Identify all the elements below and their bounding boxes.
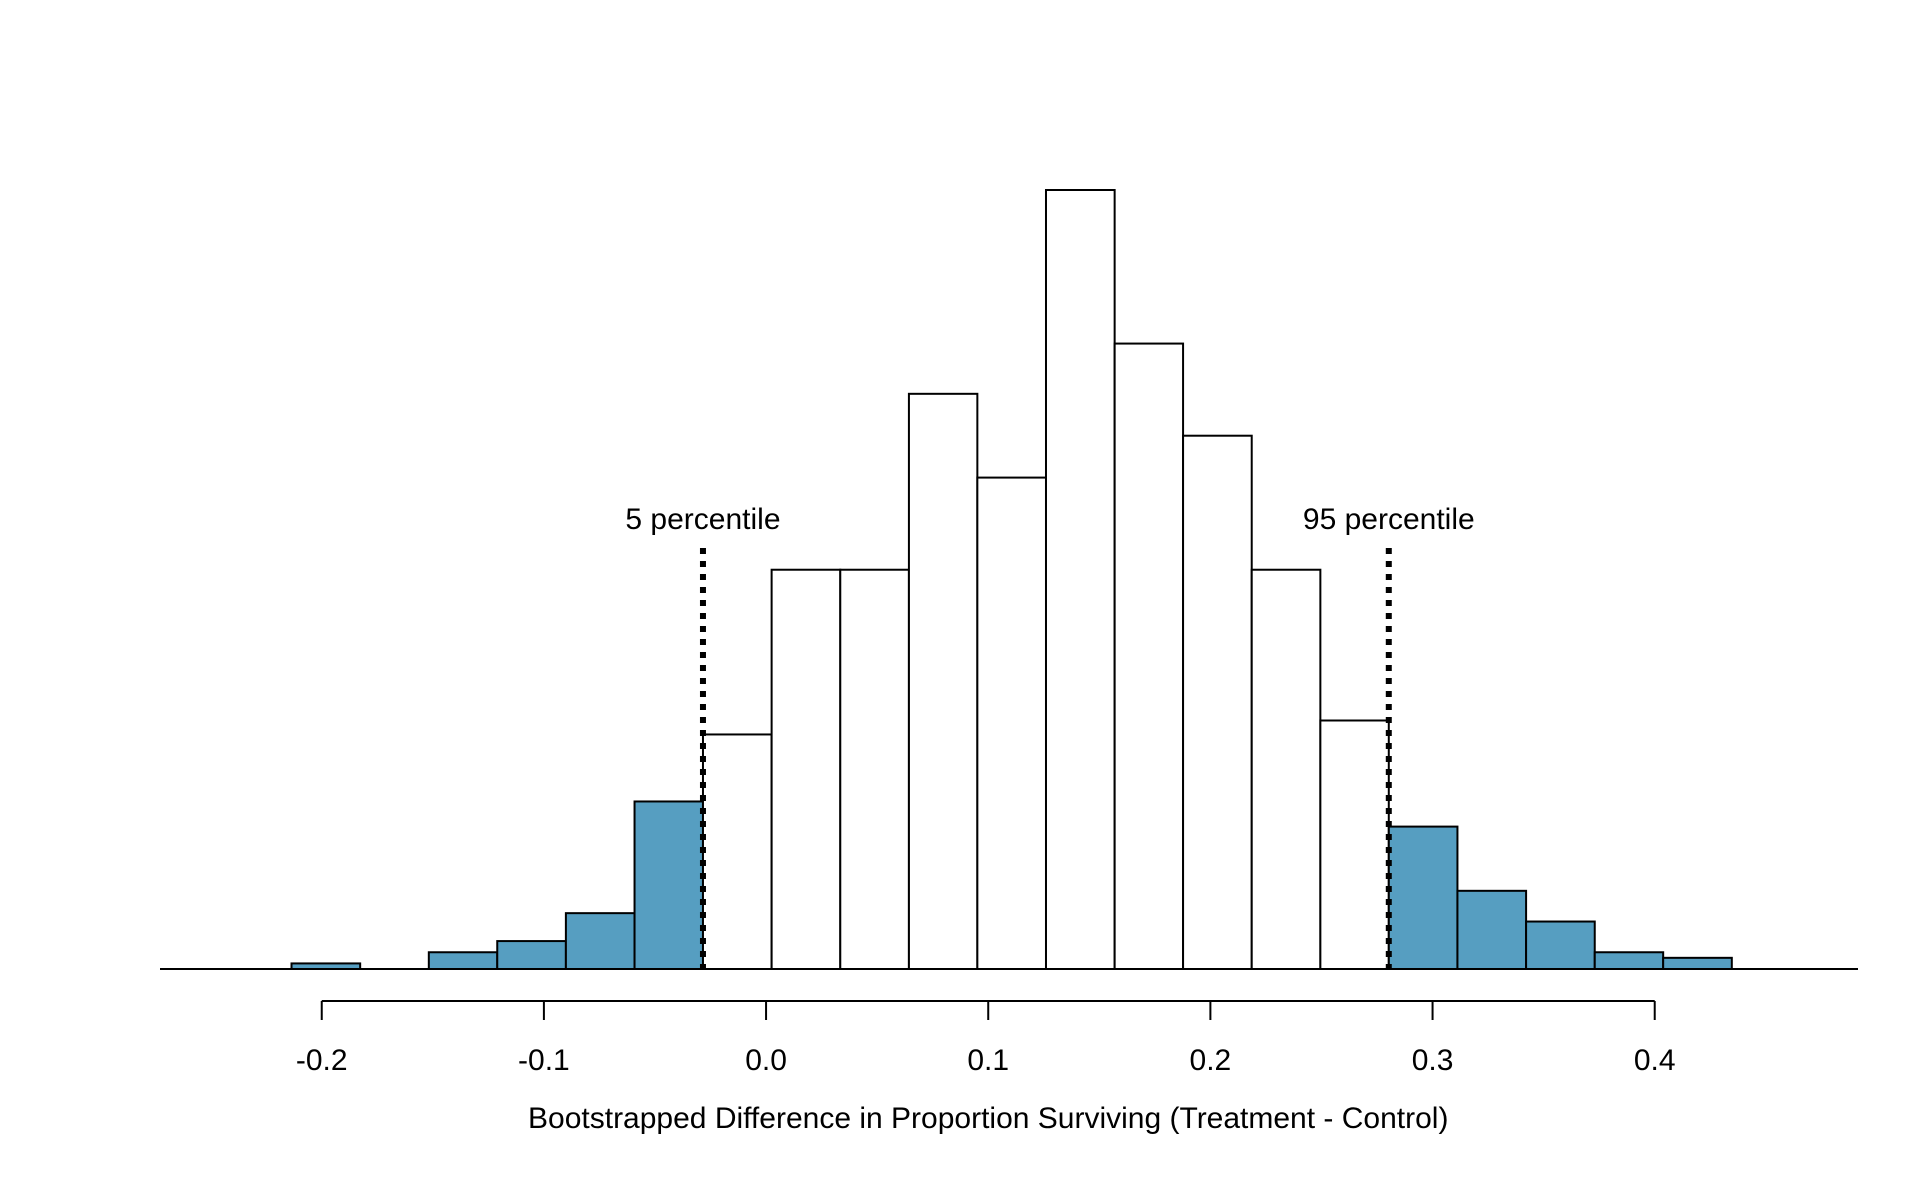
histogram-bar: [564, 912, 636, 970]
x-tick-label: 0.2: [1190, 1044, 1232, 1077]
histogram-bar: [1456, 889, 1528, 971]
x-tick-label: -0.1: [518, 1044, 570, 1077]
x-tick-label: 0.4: [1634, 1044, 1676, 1077]
histogram-bar: [633, 800, 704, 970]
x-tick-label: 0.3: [1412, 1044, 1454, 1077]
x-tick-label: 0.1: [967, 1044, 1009, 1077]
histogram-bar: [907, 392, 979, 970]
histogram-bar: [770, 568, 842, 970]
histogram-bar: [1182, 434, 1253, 970]
histogram-bar: [1662, 956, 1733, 971]
histogram-bar: [1250, 568, 1322, 970]
histogram-bar: [976, 476, 1047, 970]
histogram-bar: [701, 733, 773, 971]
histogram-bar: [1113, 342, 1185, 970]
histogram-bar: [496, 940, 567, 971]
percentile-markers: 5 percentile 95 percentile: [625, 503, 1475, 972]
histogram-bar: [1387, 825, 1459, 970]
histogram-bar: [1319, 719, 1390, 970]
histogram-bar: [1593, 951, 1665, 970]
histogram-bar: [1525, 920, 1596, 971]
percentile-5-label: 5 percentile: [625, 503, 780, 536]
histogram-bars: [290, 189, 1733, 971]
x-tick-label: 0.0: [745, 1044, 787, 1077]
histogram-bar: [427, 951, 499, 970]
percentile-95-label: 95 percentile: [1303, 503, 1475, 536]
histogram-bar: [1044, 189, 1116, 970]
x-ticks: -0.2 -0.1 0.0 0.1 0.2 0.3 0.4: [296, 1001, 1676, 1077]
x-tick-label: -0.2: [296, 1044, 348, 1077]
x-axis-label: Bootstrapped Difference in Proportion Su…: [528, 1102, 1448, 1135]
histogram-bar: [839, 568, 910, 970]
x-axis: -0.2 -0.1 0.0 0.1 0.2 0.3 0.4: [296, 1000, 1676, 1077]
